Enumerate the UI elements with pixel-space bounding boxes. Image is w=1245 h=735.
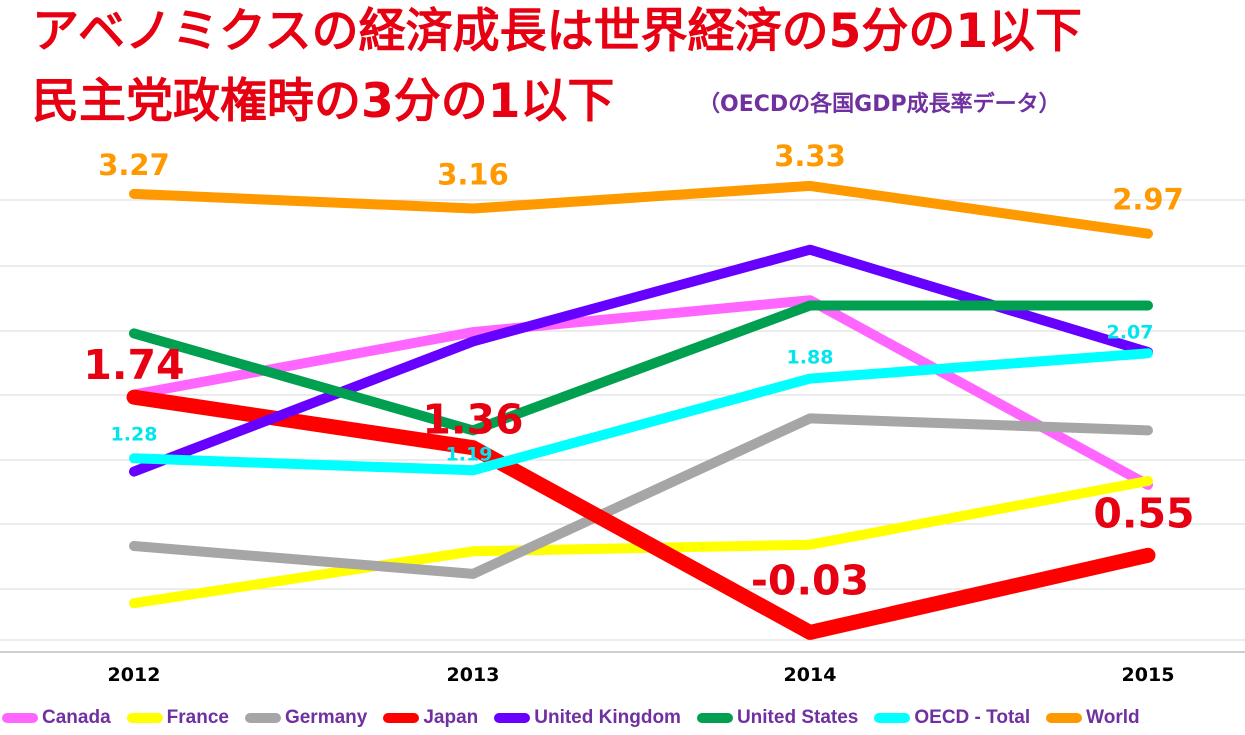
legend-item: United States xyxy=(696,707,859,729)
data-point-world xyxy=(1147,232,1149,235)
legend-swatch xyxy=(874,713,911,723)
data-label: 2.07 xyxy=(1107,321,1154,343)
data-point-japan xyxy=(133,396,135,399)
chart-title-line2: 民主党政権時の3分の1以下 xyxy=(32,74,615,129)
data-point-united-states xyxy=(1147,304,1149,307)
legend-label: Canada xyxy=(42,707,111,728)
legend-swatch xyxy=(383,713,420,723)
data-point-germany xyxy=(1147,429,1149,432)
data-point-united-kingdom xyxy=(133,470,135,473)
data-point-united-states xyxy=(133,332,135,335)
legend-label: Japan xyxy=(423,707,479,728)
data-label: 3.33 xyxy=(774,139,846,173)
data-point-japan xyxy=(809,631,811,634)
data-point-united-states xyxy=(472,429,474,432)
data-point-oecd-total xyxy=(133,457,135,460)
data-point-france xyxy=(472,550,474,553)
legend-item: Germany xyxy=(244,707,368,729)
legend-item: Canada xyxy=(2,707,111,729)
legend-label: Germany xyxy=(284,707,368,728)
data-point-world xyxy=(133,192,135,195)
series-line-canada xyxy=(129,295,1153,490)
legend-swatch xyxy=(244,713,281,723)
data-label: 2.97 xyxy=(1112,183,1184,217)
data-point-oecd-total xyxy=(472,469,474,472)
series-line-japan xyxy=(126,389,1156,640)
series-line-germany xyxy=(129,413,1153,579)
data-label: 1.88 xyxy=(787,347,834,369)
data-point-canada xyxy=(472,331,474,334)
data-point-oecd-total xyxy=(1147,352,1149,355)
legend-item: France xyxy=(126,707,229,729)
legend-swatch xyxy=(126,713,163,723)
data-label: 3.16 xyxy=(437,157,509,191)
series-line-world xyxy=(129,180,1153,239)
data-point-germany xyxy=(809,417,811,420)
data-point-japan xyxy=(472,446,474,449)
chart-title-line1: アベノミクスの経済成長は世界経済の5分の1以下 xyxy=(32,4,1083,59)
x-tick-label: 2013 xyxy=(447,664,500,686)
data-point-world xyxy=(809,184,811,187)
data-label: 0.55 xyxy=(1093,489,1194,537)
chart-subtitle: （OECDの各国GDP成長率データ） xyxy=(698,92,1061,117)
data-point-france xyxy=(809,543,811,546)
legend-swatch xyxy=(2,713,38,723)
data-point-france xyxy=(1147,479,1149,482)
data-point-united-kingdom xyxy=(809,248,811,251)
data-label: 1.36 xyxy=(422,396,523,444)
data-label: -0.03 xyxy=(751,556,869,604)
data-point-germany xyxy=(472,572,474,575)
legend-swatch xyxy=(696,713,733,723)
data-label: 1.74 xyxy=(83,341,184,389)
legend-label: United Kingdom xyxy=(534,707,681,728)
data-label: 1.19 xyxy=(446,443,493,465)
data-point-united-kingdom xyxy=(472,340,474,343)
x-tick-label: 2012 xyxy=(108,664,161,686)
legend-item: Japan xyxy=(383,707,478,729)
x-tick-label: 2015 xyxy=(1122,664,1175,686)
data-point-world xyxy=(472,207,474,210)
legend-label: United States xyxy=(736,707,859,728)
data-point-germany xyxy=(133,545,135,548)
data-point-oecd-total xyxy=(809,377,811,380)
legend-label: OECD - Total xyxy=(914,707,1031,728)
series-line-united-states xyxy=(129,300,1153,436)
chart-legend: Canada France Germany Japan United Kingdom Un… xyxy=(2,703,1245,733)
legend-label: World xyxy=(1086,707,1140,728)
legend-label: France xyxy=(166,707,229,728)
data-label: 3.27 xyxy=(98,148,170,182)
series-line-oecd-total xyxy=(129,348,1153,476)
data-point-japan xyxy=(1147,554,1149,557)
gridlines xyxy=(0,199,1245,653)
data-label: 1.28 xyxy=(111,423,158,445)
x-tick-label: 2014 xyxy=(784,664,837,686)
legend-item: World xyxy=(1046,707,1140,729)
data-point-france xyxy=(133,602,135,605)
legend-item: OECD - Total xyxy=(874,707,1030,729)
data-point-united-states xyxy=(809,304,811,307)
legend-swatch xyxy=(494,713,531,723)
legend-swatch xyxy=(1046,713,1083,723)
legend-item: United Kingdom xyxy=(494,707,681,729)
